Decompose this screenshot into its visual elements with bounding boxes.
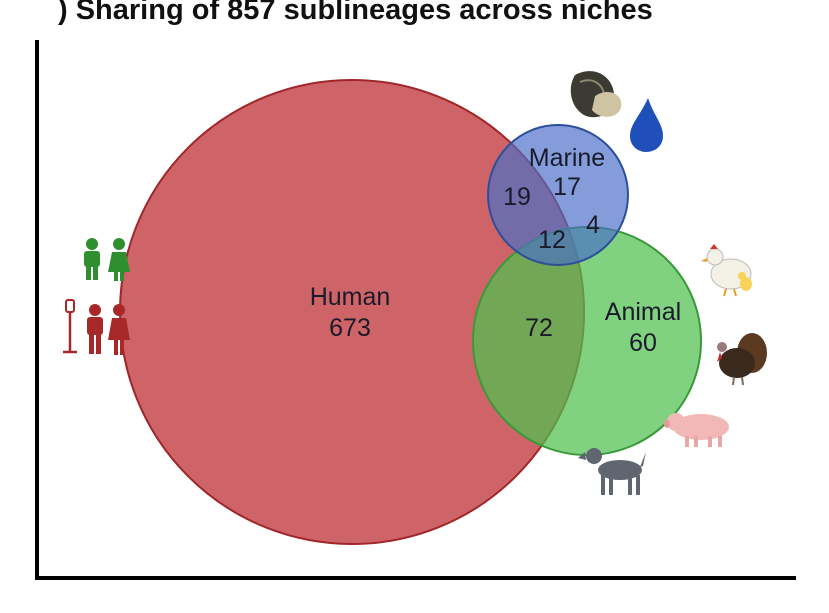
dog-icon <box>578 448 646 495</box>
animal-only-count: 60 <box>629 329 657 357</box>
human-only-count: 673 <box>329 314 371 342</box>
marine-label: Marine <box>529 144 605 172</box>
human-marine-count: 19 <box>503 183 531 211</box>
hospitalized-patients-icon <box>63 299 130 355</box>
marine-animal-count: 4 <box>586 211 600 239</box>
marine-only-count: 17 <box>553 173 581 201</box>
water-drop-icon <box>630 98 663 152</box>
human-label: Human <box>310 283 391 311</box>
figure-title: ) Sharing of 857 sublineages across nich… <box>58 0 653 26</box>
mussel-icon <box>570 71 622 118</box>
pig-icon <box>664 413 729 447</box>
animal-label: Animal <box>605 298 681 326</box>
chicken-icon <box>701 244 752 297</box>
healthy-people-icon <box>84 238 130 281</box>
human-animal-count: 72 <box>525 314 553 342</box>
marine-circle <box>487 124 629 266</box>
triple-overlap-count: 12 <box>538 226 566 254</box>
turkey-icon <box>717 333 767 386</box>
